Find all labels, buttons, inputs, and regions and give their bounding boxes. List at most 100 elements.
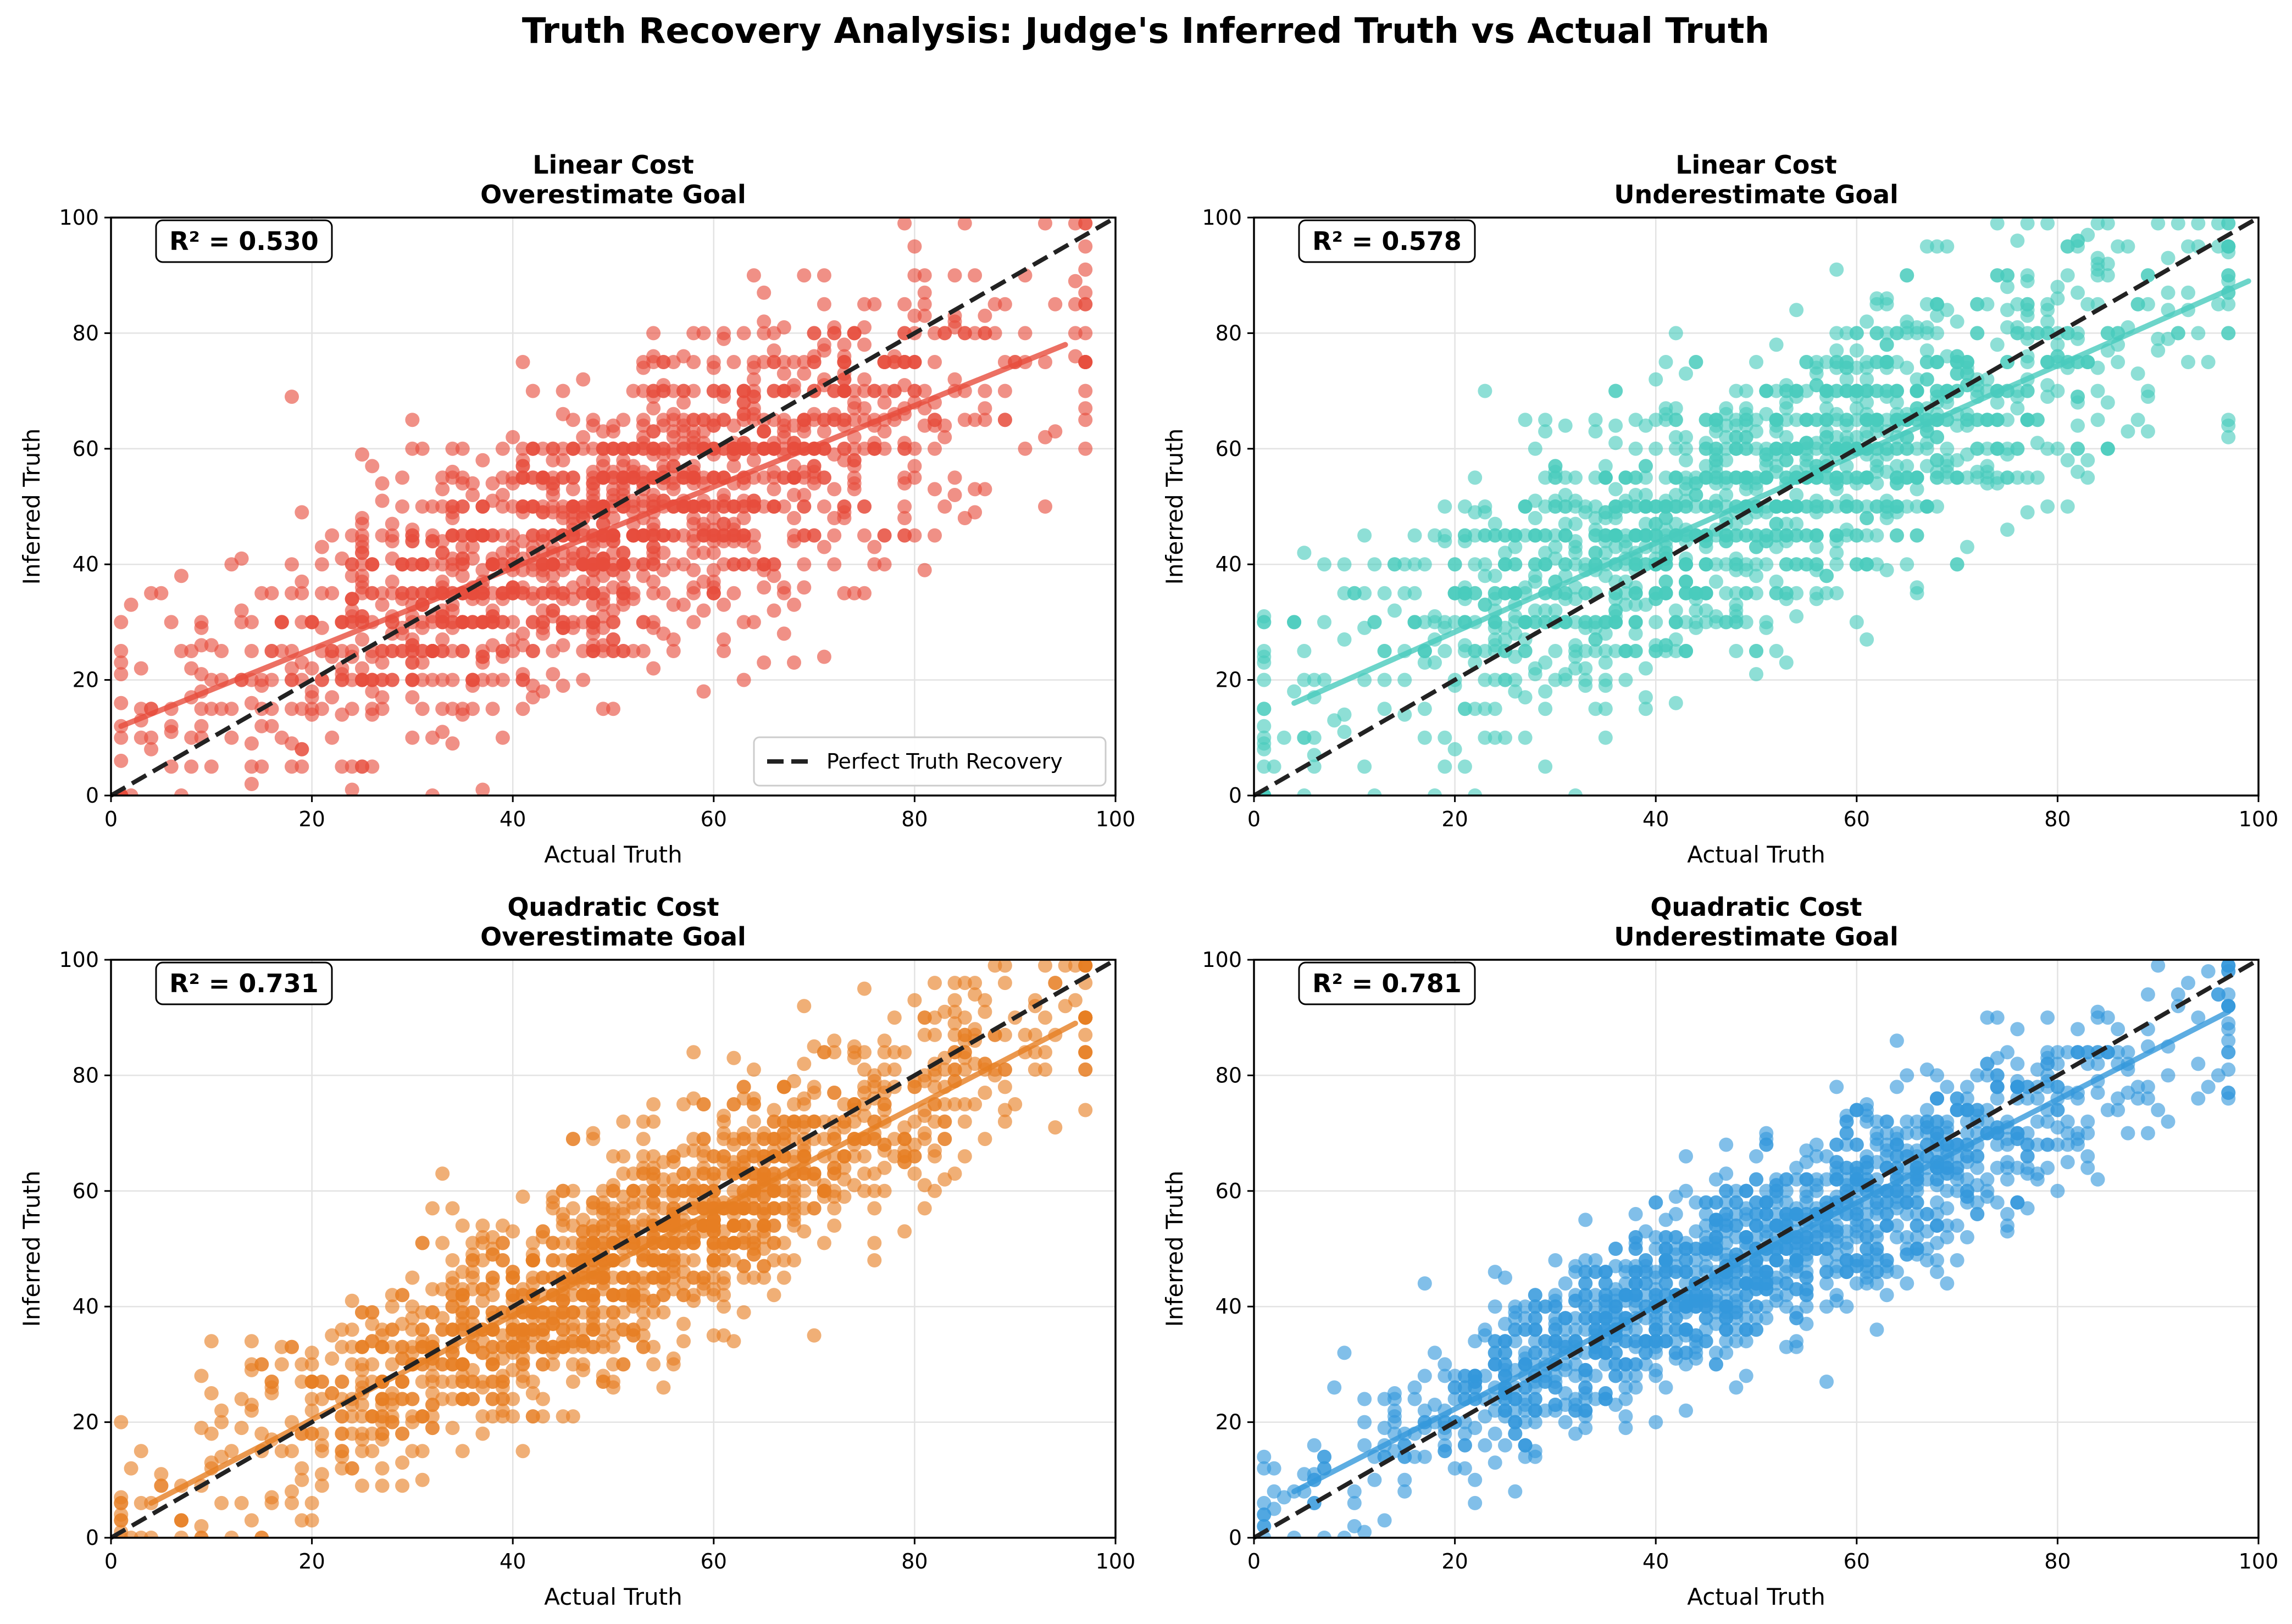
data-point <box>1397 672 1412 687</box>
data-point <box>314 1375 329 1389</box>
data-point <box>314 540 329 554</box>
data-point <box>415 586 430 600</box>
data-point <box>907 355 922 369</box>
data-point <box>495 528 510 543</box>
data-point <box>1889 528 1904 543</box>
data-point <box>857 1166 872 1181</box>
data-point <box>717 383 731 398</box>
data-point <box>616 1166 631 1181</box>
data-point <box>506 615 520 630</box>
data-point <box>656 1253 671 1267</box>
data-point <box>1950 366 1964 381</box>
data-point <box>767 482 781 497</box>
data-point <box>1769 644 1784 658</box>
data-point <box>767 1288 781 1303</box>
data-point <box>877 355 892 369</box>
data-point <box>546 1189 560 1204</box>
data-point <box>1919 239 1934 254</box>
data-point <box>495 1409 510 1424</box>
data-point <box>1960 540 1974 554</box>
data-point <box>776 413 791 427</box>
data-point <box>1699 586 1713 600</box>
data-point <box>1628 413 1643 427</box>
data-point <box>565 1334 580 1349</box>
data-point <box>445 1253 460 1267</box>
data-point <box>606 441 620 456</box>
data-point <box>706 534 721 549</box>
data-point <box>425 1201 440 1216</box>
data-point <box>827 1045 842 1060</box>
data-point <box>997 383 1012 398</box>
data-point <box>1048 976 1063 991</box>
data-point <box>606 482 620 497</box>
data-point <box>636 1114 651 1129</box>
data-point <box>797 557 812 572</box>
data-point <box>907 1166 922 1181</box>
data-point <box>295 586 309 600</box>
data-point <box>1839 430 1854 444</box>
data-point <box>746 1270 761 1285</box>
data-point <box>726 1166 741 1181</box>
data-point <box>1679 557 1693 572</box>
data-point <box>285 672 299 687</box>
data-point <box>1829 1080 1844 1094</box>
data-point <box>495 586 510 600</box>
data-point <box>626 383 641 398</box>
data-point <box>2030 326 2045 341</box>
data-point <box>1789 609 1804 624</box>
data-point <box>345 759 359 774</box>
data-point <box>586 638 601 653</box>
data-point <box>556 586 570 600</box>
data-point <box>425 1398 440 1412</box>
data-point <box>847 401 862 416</box>
data-point <box>736 1155 751 1170</box>
data-point <box>304 1513 319 1528</box>
data-point <box>184 644 199 658</box>
data-point <box>1588 702 1603 716</box>
data-point <box>254 759 269 774</box>
data-point <box>1488 672 1502 687</box>
data-point <box>355 447 369 462</box>
data-point <box>506 1288 520 1303</box>
data-point <box>2191 218 2206 231</box>
data-point <box>1468 557 1483 572</box>
data-point <box>887 1010 902 1025</box>
data-point <box>2181 355 2195 369</box>
data-point <box>1558 418 1573 433</box>
data-point <box>736 326 751 341</box>
data-point <box>776 586 791 600</box>
data-point <box>1879 383 1894 398</box>
data-point <box>214 702 229 716</box>
data-point <box>1528 528 1542 543</box>
data-point <box>757 285 772 300</box>
data-point <box>867 1166 882 1181</box>
data-point <box>1779 557 1794 572</box>
data-point <box>978 401 992 416</box>
data-point <box>1739 418 1753 433</box>
data-point <box>767 499 781 514</box>
panel-title-line2: Overestimate Goal <box>480 180 746 209</box>
data-point <box>164 615 179 630</box>
data-point <box>636 644 651 658</box>
data-point <box>1407 586 1422 600</box>
data-point <box>1568 470 1583 485</box>
data-point <box>646 326 661 341</box>
data-point <box>837 1172 852 1187</box>
data-point <box>1257 615 1272 630</box>
data-point <box>285 1444 299 1459</box>
data-point <box>787 1201 801 1216</box>
data-point <box>857 441 872 456</box>
data-point <box>1628 470 1643 485</box>
data-point <box>947 1016 962 1031</box>
data-point <box>1930 239 1944 254</box>
data-point <box>556 1236 570 1250</box>
data-point <box>746 1230 761 1244</box>
data-point <box>254 672 269 687</box>
data-point <box>1919 1103 1934 1117</box>
data-point <box>686 1178 701 1193</box>
data-point <box>144 742 159 757</box>
data-point <box>1739 470 1753 485</box>
data-point <box>1568 546 1583 560</box>
data-point <box>928 441 942 456</box>
data-point <box>114 696 129 710</box>
